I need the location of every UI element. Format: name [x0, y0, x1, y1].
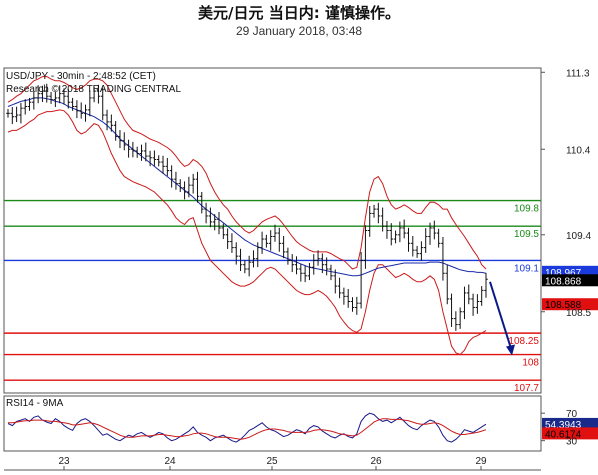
level-lines: 109.8 109.5 109.1 108.25 108 107.7 [4, 199, 541, 394]
price-tag-0: 108.967 [545, 268, 582, 279]
chart-frame [3, 67, 542, 471]
price-tag-2-box [542, 298, 598, 311]
price-tag-1: 108.868 [545, 276, 582, 287]
level-label-2: 109.1 [514, 263, 539, 274]
bollinger-lower [7, 109, 487, 356]
rsi-tick-label-0: 70 [566, 409, 578, 420]
x-tick-label-0: 23 [58, 456, 70, 467]
forecast-arrow-shaft [489, 281, 512, 349]
rsi-panel-border [3, 395, 542, 452]
page-title: 美元/日元 当日内: 谨慎操作。 [198, 4, 400, 22]
moving-average [7, 97, 487, 277]
y-tick-label-3: 108.5 [566, 308, 591, 319]
y-tick-label-0: 111.3 [566, 68, 590, 79]
y-tick-label-2: 109.4 [566, 231, 591, 242]
rsi-tag-0: 54.3943 [545, 420, 582, 431]
level-label-3: 108.25 [508, 336, 539, 347]
rsi-tag-0-box [542, 417, 598, 430]
x-tick-label-4: 29 [475, 456, 487, 467]
x-tick-label-1: 24 [164, 456, 176, 467]
page-subtitle: 29 January 2018, 03:48 [235, 24, 363, 38]
price-series [6, 76, 515, 443]
axes: 111.3 110.4 109.4 108.5 70 30 23 24 25 26 29 [58, 68, 591, 470]
symbol-label: USD/JPY - 30min - 2:48:52 (CET) [6, 71, 156, 82]
rsi-ma-line [8, 418, 487, 440]
rsi-label: RSI14 - 9MA [6, 398, 64, 409]
x-tick-label-3: 26 [370, 456, 382, 467]
level-label-1: 109.5 [514, 229, 539, 240]
level-label-0: 109.8 [514, 204, 539, 215]
research-label: Research © 2018 TRADING CENTRAL [6, 84, 181, 95]
level-label-4: 108 [522, 358, 539, 369]
rsi-tag-1-box [542, 427, 598, 440]
x-tick-label-2: 25 [266, 456, 278, 467]
price-panel-border [3, 67, 542, 394]
level-label-5: 107.7 [514, 383, 539, 394]
forecast-arrow-head [506, 344, 515, 356]
rsi-tick-label-1: 30 [566, 437, 578, 448]
bollinger-upper [7, 76, 487, 270]
rsi-tag-1: 40.6174 [545, 429, 582, 440]
rsi-line [7, 412, 487, 443]
price-tag-1-box [542, 274, 598, 287]
y-tick-label-1: 110.4 [566, 145, 591, 156]
price-tag-2: 108.588 [545, 300, 582, 311]
